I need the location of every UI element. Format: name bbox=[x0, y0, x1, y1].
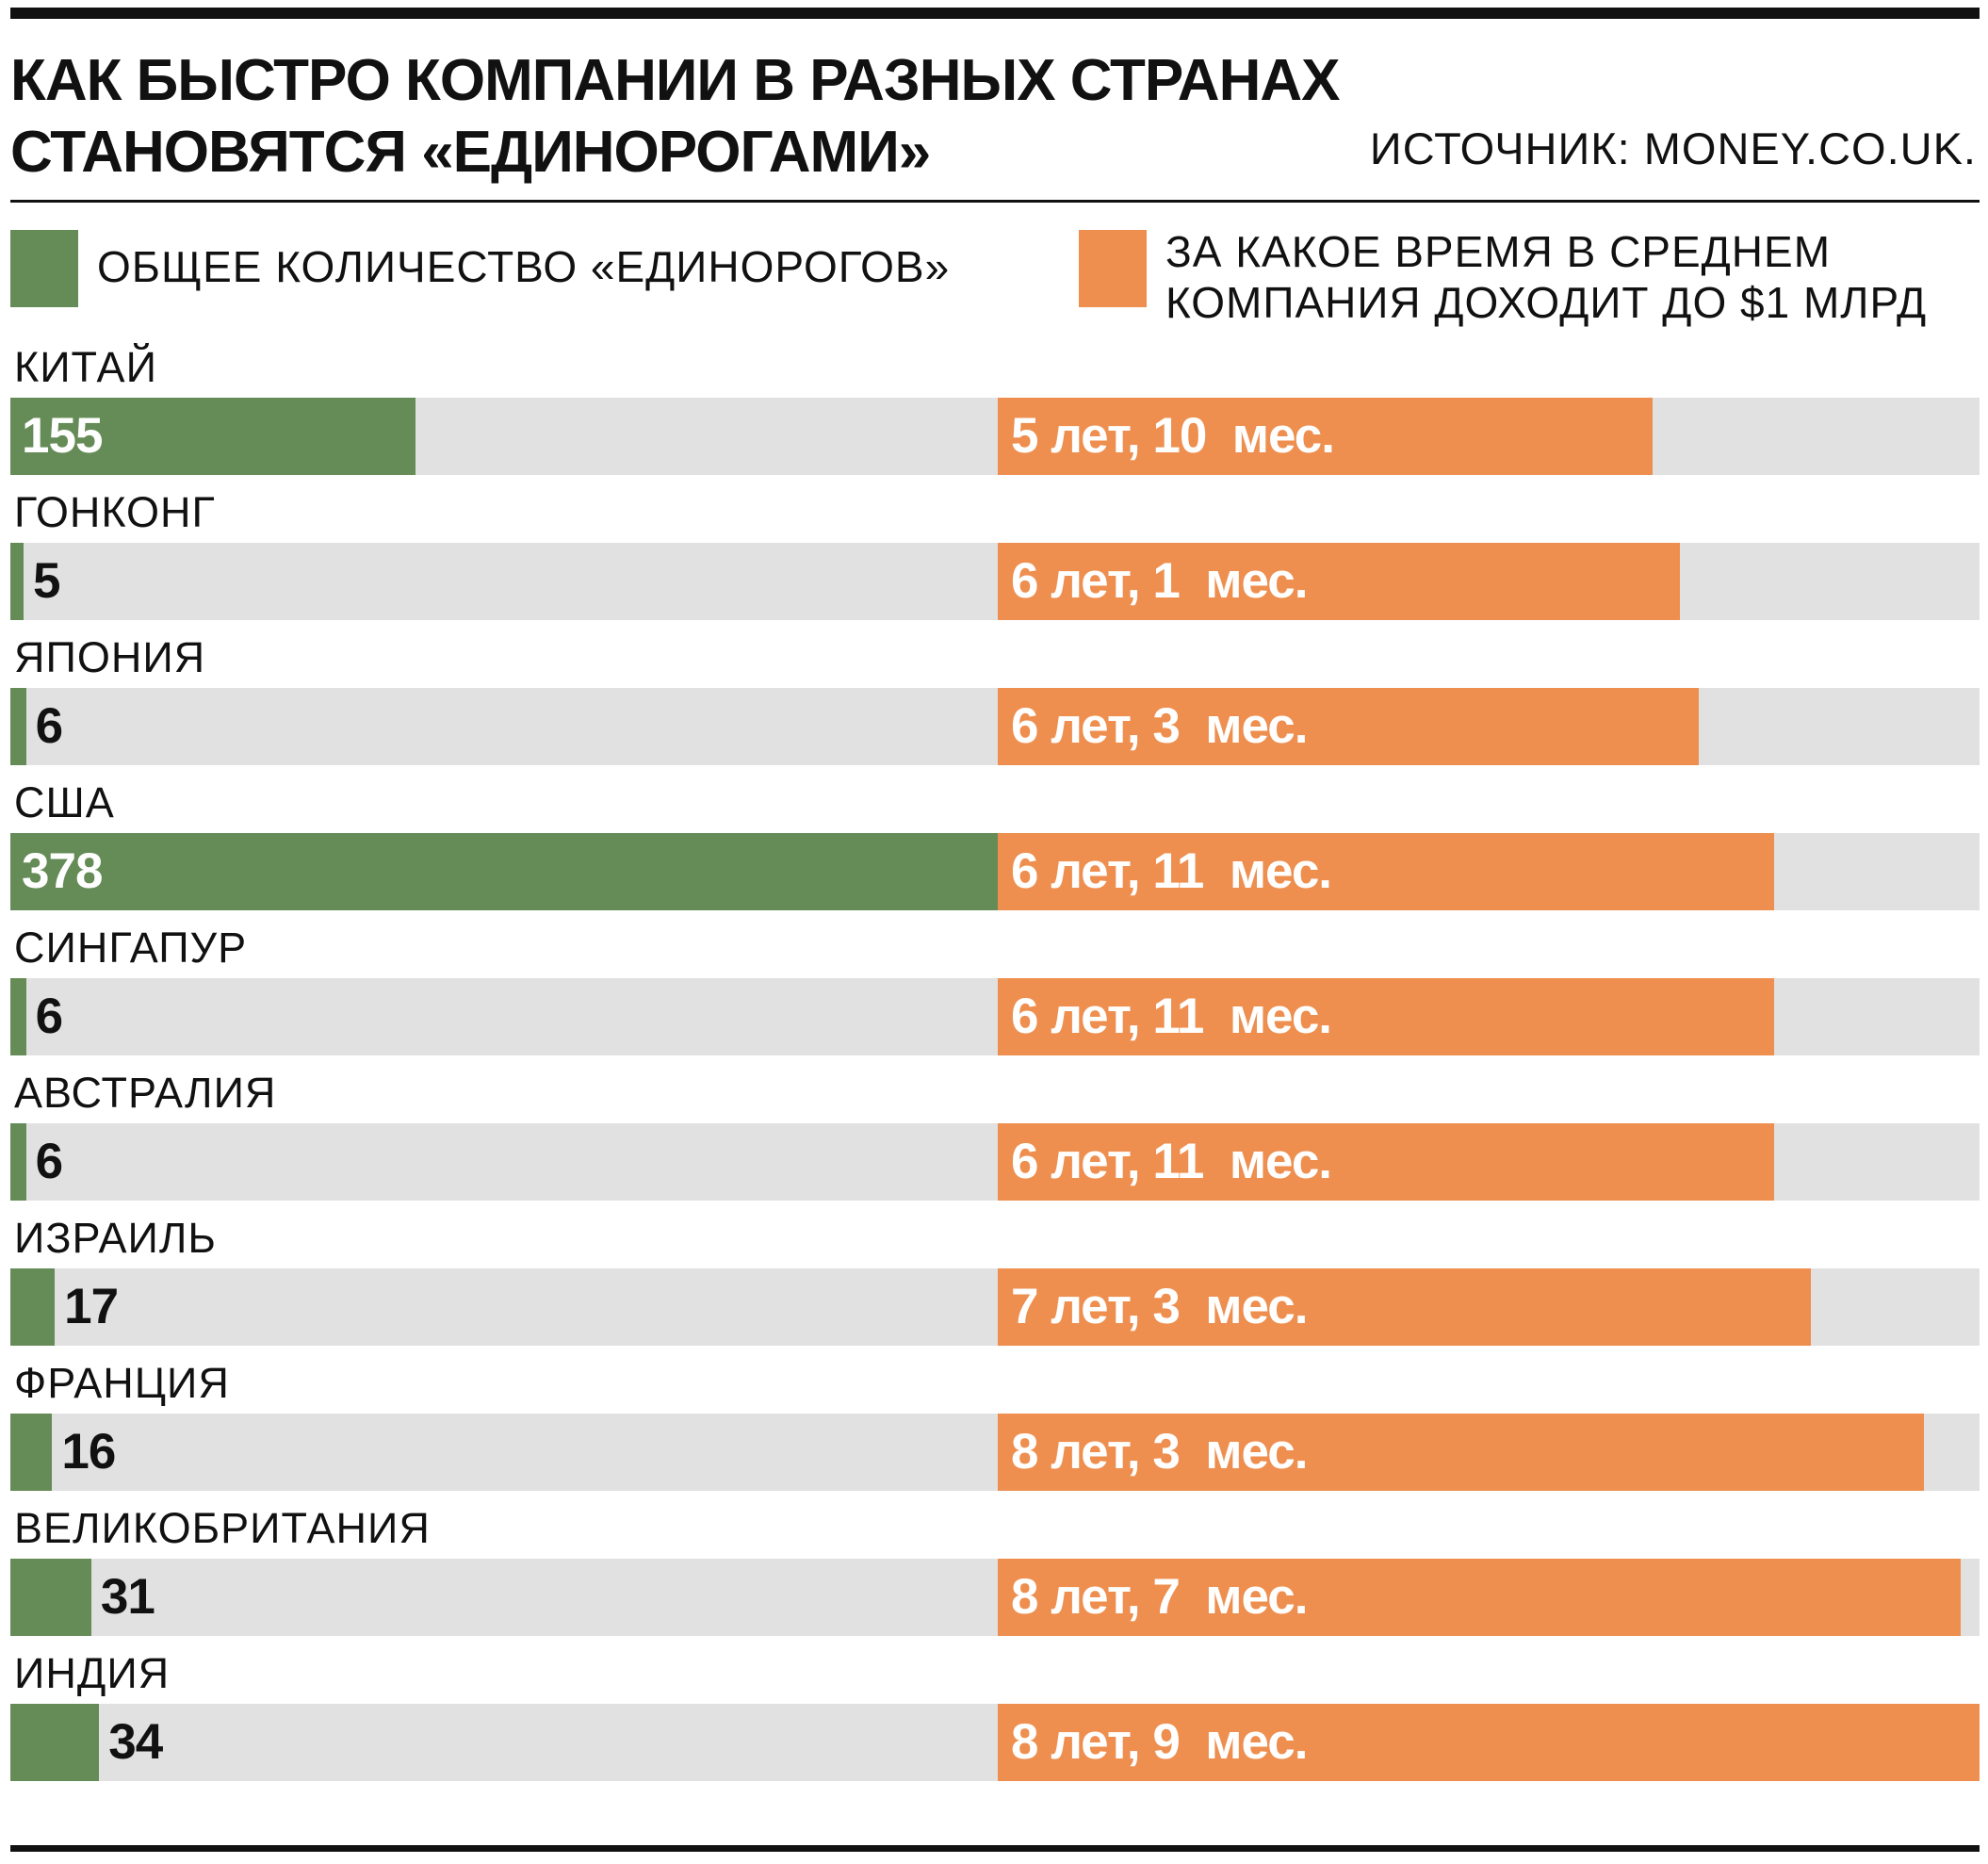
time-value-label: 8 лет, 7 мес. bbox=[1011, 1569, 1308, 1625]
time-value-label: 6 лет, 11 мес. bbox=[1011, 843, 1332, 899]
count-value-label: 17 bbox=[64, 1279, 119, 1334]
time-value-label: 5 лет, 10 мес. bbox=[1011, 408, 1335, 464]
category-label: ГОНКОНГ bbox=[14, 488, 216, 536]
bar-track: 31 8 лет, 7 мес. bbox=[10, 1559, 1980, 1636]
bar-track: 17 7 лет, 3 мес. bbox=[10, 1268, 1980, 1346]
chart-row: ГОНКОНГ 5 6 лет, 1 мес. bbox=[10, 486, 1980, 631]
time-bar bbox=[998, 1414, 1924, 1491]
bar-track: 6 6 лет, 11 мес. bbox=[10, 1123, 1980, 1201]
count-value-label: 6 bbox=[35, 698, 64, 754]
bar-track: 6 6 лет, 3 мес. bbox=[10, 688, 1980, 765]
count-bar bbox=[10, 978, 26, 1055]
chart-row: ИЗРАИЛЬ 17 7 лет, 3 мес. bbox=[10, 1212, 1980, 1357]
time-value-label: 8 лет, 3 мес. bbox=[1011, 1424, 1308, 1480]
count-bar bbox=[10, 1414, 53, 1491]
category-label: ЯПОНИЯ bbox=[14, 633, 206, 681]
time-value-label: 8 лет, 9 мес. bbox=[1011, 1714, 1308, 1770]
legend-item-count: ОБЩЕЕ КОЛИЧЕСТВО «ЕДИНОРОГОВ» bbox=[10, 226, 950, 307]
time-bar bbox=[998, 1704, 1980, 1781]
category-label: АВСТРАЛИЯ bbox=[14, 1069, 277, 1117]
category-label: ФРАНЦИЯ bbox=[14, 1359, 230, 1407]
count-value-label: 378 bbox=[22, 843, 103, 899]
bar-track: 5 6 лет, 1 мес. bbox=[10, 543, 1980, 620]
bar-track: 155 5 лет, 10 мес. bbox=[10, 398, 1980, 475]
source-note: ИСТОЧНИК: MONEY.CO.UK. bbox=[1369, 123, 1977, 173]
count-bar bbox=[10, 688, 26, 765]
legend-swatch-count bbox=[10, 230, 78, 307]
bar-track: 6 6 лет, 11 мес. bbox=[10, 978, 1980, 1055]
category-label: КИТАЙ bbox=[14, 343, 157, 391]
count-bar bbox=[10, 1704, 100, 1781]
category-label: СИНГАПУР bbox=[14, 924, 248, 972]
count-value-label: 155 bbox=[22, 408, 103, 464]
chart-row: АВСТРАЛИЯ 6 6 лет, 11 мес. bbox=[10, 1067, 1980, 1212]
time-bar bbox=[998, 1123, 1774, 1201]
chart-title: КАК БЫСТРО КОМПАНИИ В РАЗНЫХ СТРАНАХ СТА… bbox=[10, 48, 1340, 185]
count-bar bbox=[10, 1268, 56, 1346]
legend-label-count: ОБЩЕЕ КОЛИЧЕСТВО «ЕДИНОРОГОВ» bbox=[97, 242, 951, 291]
chart-rows: КИТАЙ 155 5 лет, 10 мес. ГОНКОНГ 5 6 лет, 1 м… bbox=[10, 341, 1980, 1792]
count-bar bbox=[10, 1123, 26, 1201]
count-bar bbox=[10, 543, 24, 620]
count-bar bbox=[10, 1559, 91, 1636]
legend-label-time: ЗА КАКОЕ ВРЕМЯ В СРЕДНЕМ КОМПАНИЯ ДОХОДИ… bbox=[1165, 227, 1928, 327]
time-bar bbox=[998, 1268, 1812, 1346]
chart-row: СИНГАПУР 6 6 лет, 11 мес. bbox=[10, 922, 1980, 1067]
header-rule bbox=[10, 200, 1980, 203]
category-label: ИНДИЯ bbox=[14, 1649, 171, 1697]
time-value-label: 6 лет, 11 мес. bbox=[1011, 1134, 1332, 1189]
time-value-label: 6 лет, 11 мес. bbox=[1011, 989, 1332, 1044]
time-value-label: 6 лет, 1 мес. bbox=[1011, 553, 1308, 609]
category-label: США bbox=[14, 778, 115, 826]
time-bar bbox=[998, 1559, 1962, 1636]
chart-row: ФРАНЦИЯ 16 8 лет, 3 мес. bbox=[10, 1357, 1980, 1502]
category-label: ВЕЛИКОБРИТАНИЯ bbox=[14, 1504, 431, 1552]
count-value-label: 6 bbox=[35, 989, 64, 1044]
count-bar bbox=[10, 398, 416, 475]
count-value-label: 5 bbox=[33, 553, 61, 609]
time-value-label: 6 лет, 3 мес. bbox=[1011, 698, 1308, 754]
legend-item-time: ЗА КАКОЕ ВРЕМЯ В СРЕДНЕМ КОМПАНИЯ ДОХОДИ… bbox=[1079, 226, 1976, 328]
count-value-label: 6 bbox=[35, 1134, 64, 1189]
time-bar bbox=[998, 688, 1700, 765]
time-bar bbox=[998, 833, 1774, 910]
count-bar bbox=[10, 833, 998, 910]
count-value-label: 16 bbox=[61, 1424, 116, 1480]
bar-track: 378 6 лет, 11 мес. bbox=[10, 833, 1980, 910]
time-bar bbox=[998, 543, 1681, 620]
time-value-label: 7 лет, 3 мес. bbox=[1011, 1279, 1308, 1334]
top-rule bbox=[10, 8, 1980, 19]
category-label: ИЗРАИЛЬ bbox=[14, 1214, 217, 1262]
count-value-label: 31 bbox=[100, 1569, 155, 1625]
count-value-label: 34 bbox=[108, 1714, 163, 1770]
legend-swatch-time bbox=[1079, 230, 1147, 307]
bar-track: 34 8 лет, 9 мес. bbox=[10, 1704, 1980, 1781]
chart-row: ИНДИЯ 34 8 лет, 9 мес. bbox=[10, 1647, 1980, 1792]
chart-row: КИТАЙ 155 5 лет, 10 мес. bbox=[10, 341, 1980, 486]
time-bar bbox=[998, 398, 1653, 475]
chart-row: ВЕЛИКОБРИТАНИЯ 31 8 лет, 7 мес. bbox=[10, 1502, 1980, 1647]
time-bar bbox=[998, 978, 1774, 1055]
chart-row: ЯПОНИЯ 6 6 лет, 3 мес. bbox=[10, 631, 1980, 777]
bar-track: 16 8 лет, 3 мес. bbox=[10, 1414, 1980, 1491]
bottom-rule bbox=[10, 1845, 1980, 1852]
chart-row: США 378 6 лет, 11 мес. bbox=[10, 777, 1980, 922]
